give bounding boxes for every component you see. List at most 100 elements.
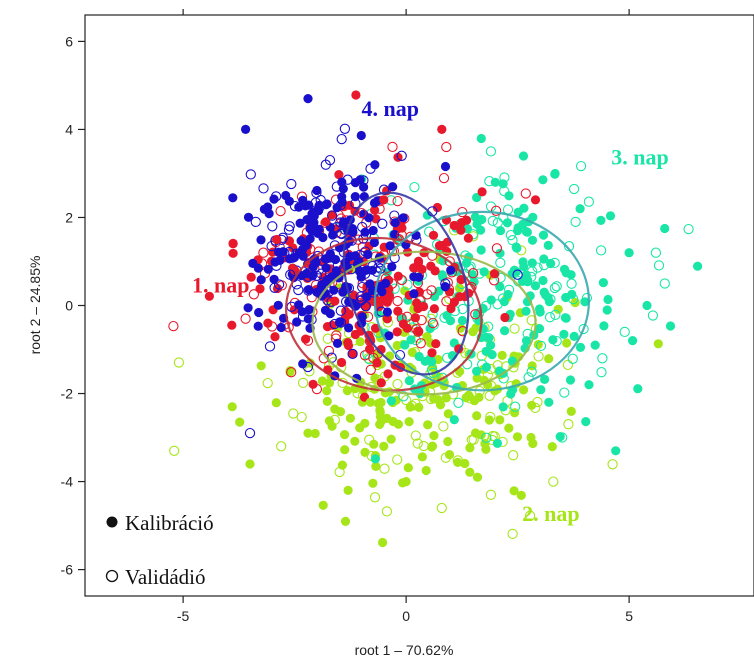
data-point-kalibracio [560,313,571,323]
data-point-kalibracio [476,245,486,255]
data-point-kalibracio [495,282,505,292]
data-point-kalibracio [484,415,494,425]
y-tick-label: 6 [65,33,73,49]
data-point-kalibracio [547,442,557,452]
data-point-kalibracio [693,261,703,271]
data-point-kalibracio [534,324,545,334]
data-point-kalibracio [379,195,389,205]
x-tick-label: 0 [402,608,410,624]
data-point-kalibracio [509,265,519,275]
data-point-validacio [549,257,560,269]
data-point-kalibracio [495,415,505,425]
data-point-validacio [487,430,498,442]
data-point-kalibracio [512,432,523,442]
data-point-kalibracio [256,275,266,285]
data-point-kalibracio [526,432,536,443]
data-point-kalibracio [440,282,450,292]
data-point-kalibracio [598,278,609,288]
data-point-kalibracio [486,295,496,305]
data-point-kalibracio [513,226,523,236]
data-point-validacio [369,492,381,503]
data-point-validacio [441,141,452,153]
data-point-kalibracio [530,195,541,205]
data-point-validacio [619,326,630,338]
data-point-kalibracio [455,292,465,302]
data-point-kalibracio [530,281,541,291]
data-point-kalibracio [328,230,338,240]
data-point-kalibracio [384,331,394,341]
data-point-kalibracio [339,217,349,227]
data-point-kalibracio [253,321,263,331]
legend-label-validacio: Validádió [125,565,205,589]
data-point-validacio [557,432,568,443]
data-point-kalibracio [503,289,513,300]
data-point-validacio [314,201,325,213]
data-point-validacio [539,259,550,271]
data-point-validacio [392,295,403,307]
data-point-kalibracio [330,254,341,265]
data-point-kalibracio [457,315,467,326]
data-point-kalibracio [371,461,381,471]
data-point-kalibracio [274,247,284,257]
data-point-kalibracio [409,289,419,299]
data-point-validacio [526,271,537,283]
data-point-kalibracio [665,321,676,331]
data-point-kalibracio [398,213,408,223]
y-axis-title: root 2 – 24.85% [27,256,43,355]
data-point-kalibracio [495,226,506,236]
data-point-validacio [320,159,331,170]
y-tick-label: -6 [61,562,74,578]
data-point-kalibracio [445,316,456,326]
data-point-kalibracio [270,332,280,342]
data-point-validacio [356,294,368,305]
data-point-kalibracio [603,294,613,305]
data-point-kalibracio [476,225,486,235]
data-point-kalibracio [360,447,370,457]
data-point-kalibracio [412,298,422,308]
data-point-kalibracio [348,349,358,359]
data-point-kalibracio [254,307,264,318]
data-point-kalibracio [437,270,447,280]
data-point-validacio [596,367,607,378]
data-point-validacio [396,313,407,324]
data-point-kalibracio [550,168,560,179]
data-point-kalibracio [437,124,447,134]
data-point-kalibracio [428,230,439,240]
x-axis-title: root 1 – 70.62% [355,642,454,658]
data-point-kalibracio [227,320,237,330]
data-point-validacio [303,271,314,282]
data-point-validacio [168,320,179,332]
data-point-kalibracio [449,415,459,425]
y-tick-label: 0 [65,298,73,314]
data-point-kalibracio [322,396,332,406]
data-point-validacio [653,260,665,271]
data-point-kalibracio [345,413,355,423]
data-point-validacio [595,245,607,256]
data-point-kalibracio [486,340,496,350]
data-point-validacio [499,185,510,197]
data-point-kalibracio [474,392,484,402]
data-point-validacio [359,350,371,361]
data-point-kalibracio [435,400,446,410]
data-point-validacio [286,367,297,378]
data-point-validacio [485,146,497,157]
data-point-validacio [512,269,523,280]
data-point-kalibracio [298,359,308,369]
data-point-validacio [578,323,589,335]
data-point-kalibracio [308,379,318,389]
data-point-kalibracio [429,304,439,314]
data-point-validacio [275,205,286,217]
data-point-kalibracio [308,262,318,272]
data-point-kalibracio [228,239,238,249]
data-point-kalibracio [429,394,439,404]
data-point-kalibracio [269,194,279,204]
data-point-validacio [258,247,269,258]
data-point-kalibracio [405,402,415,412]
data-point-kalibracio [388,182,398,192]
data-point-validacio [581,292,593,304]
data-point-kalibracio [355,337,365,347]
data-point-kalibracio [382,307,392,317]
data-point-kalibracio [310,428,320,439]
data-point-validacio [398,391,409,402]
data-point-kalibracio [527,258,537,268]
